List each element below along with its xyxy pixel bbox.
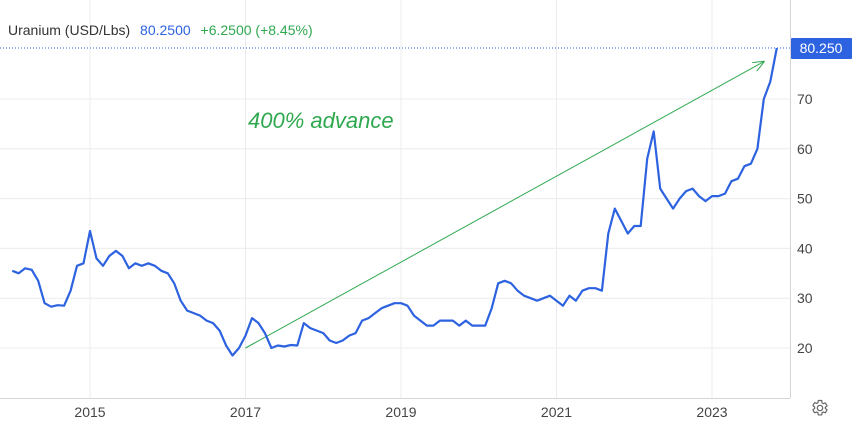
- x-tick-label: 2017: [230, 404, 261, 420]
- price-change: +6.2500 (+8.45%): [200, 22, 313, 38]
- annotation-layer: 400% advance: [245, 62, 764, 349]
- last-price-badge: [791, 38, 852, 59]
- x-tick-label: 2015: [74, 404, 105, 420]
- y-tick-label: 70: [797, 91, 813, 107]
- x-tick-label: 2023: [696, 404, 727, 420]
- chart-header: Uranium (USD/Lbs) 80.2500 +6.2500 (+8.45…: [8, 22, 319, 38]
- y-tick-label: 20: [797, 340, 813, 356]
- last-price-marker: 80.250: [0, 38, 852, 59]
- y-tick-label: 30: [797, 290, 813, 306]
- y-tick-label: 60: [797, 141, 813, 157]
- annotation-text: 400% advance: [248, 108, 394, 133]
- gear-icon[interactable]: [811, 399, 829, 417]
- x-axis: 2015 2017 2019 2021 2023: [0, 398, 790, 420]
- grid-lines: [0, 0, 790, 398]
- instrument-name: Uranium (USD/Lbs): [8, 22, 131, 38]
- y-tick-label: 40: [797, 240, 813, 256]
- annotation-arrow: [245, 62, 764, 349]
- y-axis: 20 30 40 50 60 70: [790, 0, 813, 398]
- x-tick-label: 2019: [385, 404, 416, 420]
- last-price-label: 80.250: [800, 40, 843, 56]
- price-series-line: [11, 47, 778, 357]
- current-price: 80.2500: [140, 22, 191, 38]
- series-layer: [11, 47, 778, 357]
- x-tick-label: 2021: [541, 404, 572, 420]
- y-tick-label: 50: [797, 191, 813, 207]
